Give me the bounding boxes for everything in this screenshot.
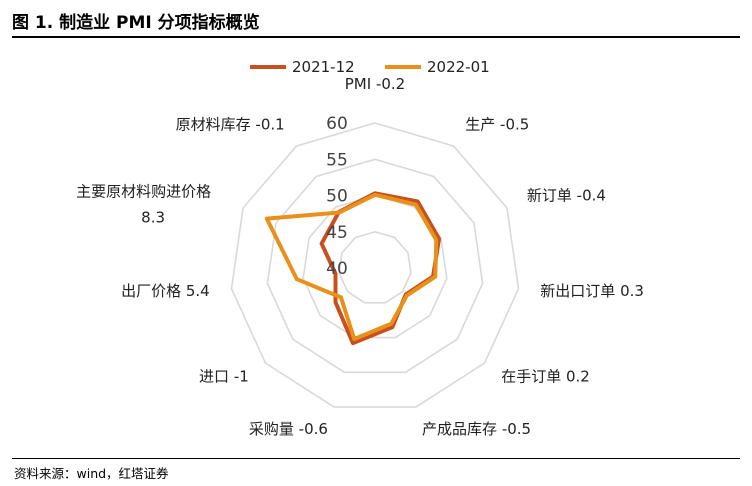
- radial-tick-50: 50: [326, 187, 348, 207]
- radial-tick-40: 40: [326, 259, 348, 279]
- category-label-10: 原材料库存 -0.1: [176, 116, 285, 134]
- legend-label-2021-12: 2021-12: [292, 58, 355, 76]
- category-label-8: 出厂价格 5.4: [121, 282, 210, 300]
- radar-chart: 2021-12 2022-01 40 45 50 55 60 PMI -0.2 生产 -0.5 新…: [76, 58, 644, 438]
- radial-tick-55: 55: [326, 150, 348, 170]
- legend-label-2022-01: 2022-01: [427, 58, 490, 76]
- category-label-9: 主要原材料购进价格: [76, 183, 211, 201]
- radial-tick-45: 45: [326, 223, 348, 243]
- grid-ring-45: [338, 230, 412, 304]
- source-note: 资料来源：wind，红塔证券: [14, 466, 169, 481]
- title-divider: [12, 36, 740, 38]
- source-divider: [12, 458, 740, 459]
- category-label-0: PMI -0.2: [345, 75, 405, 93]
- category-label-3: 新出口订单 0.3: [540, 282, 644, 300]
- category-label-4: 在手订单 0.2: [501, 367, 590, 385]
- grid-ring-60: [230, 122, 520, 408]
- category-label-5: 产成品库存 -0.5: [422, 420, 531, 438]
- series-line-2021-12: [319, 191, 441, 346]
- grid-ring-55: [266, 158, 484, 374]
- category-label-1: 生产 -0.5: [465, 116, 529, 134]
- series-line-2022-01: [264, 192, 439, 341]
- category-label-7: 进口 -1: [199, 367, 249, 385]
- figure-title: 图 1. 制造业 PMI 分项指标概览: [12, 13, 260, 33]
- category-value-9: 8.3: [141, 209, 165, 227]
- category-label-2: 新订单 -0.4: [527, 187, 606, 205]
- radial-tick-60: 60: [326, 114, 348, 134]
- category-label-6: 采购量 -0.6: [249, 420, 328, 438]
